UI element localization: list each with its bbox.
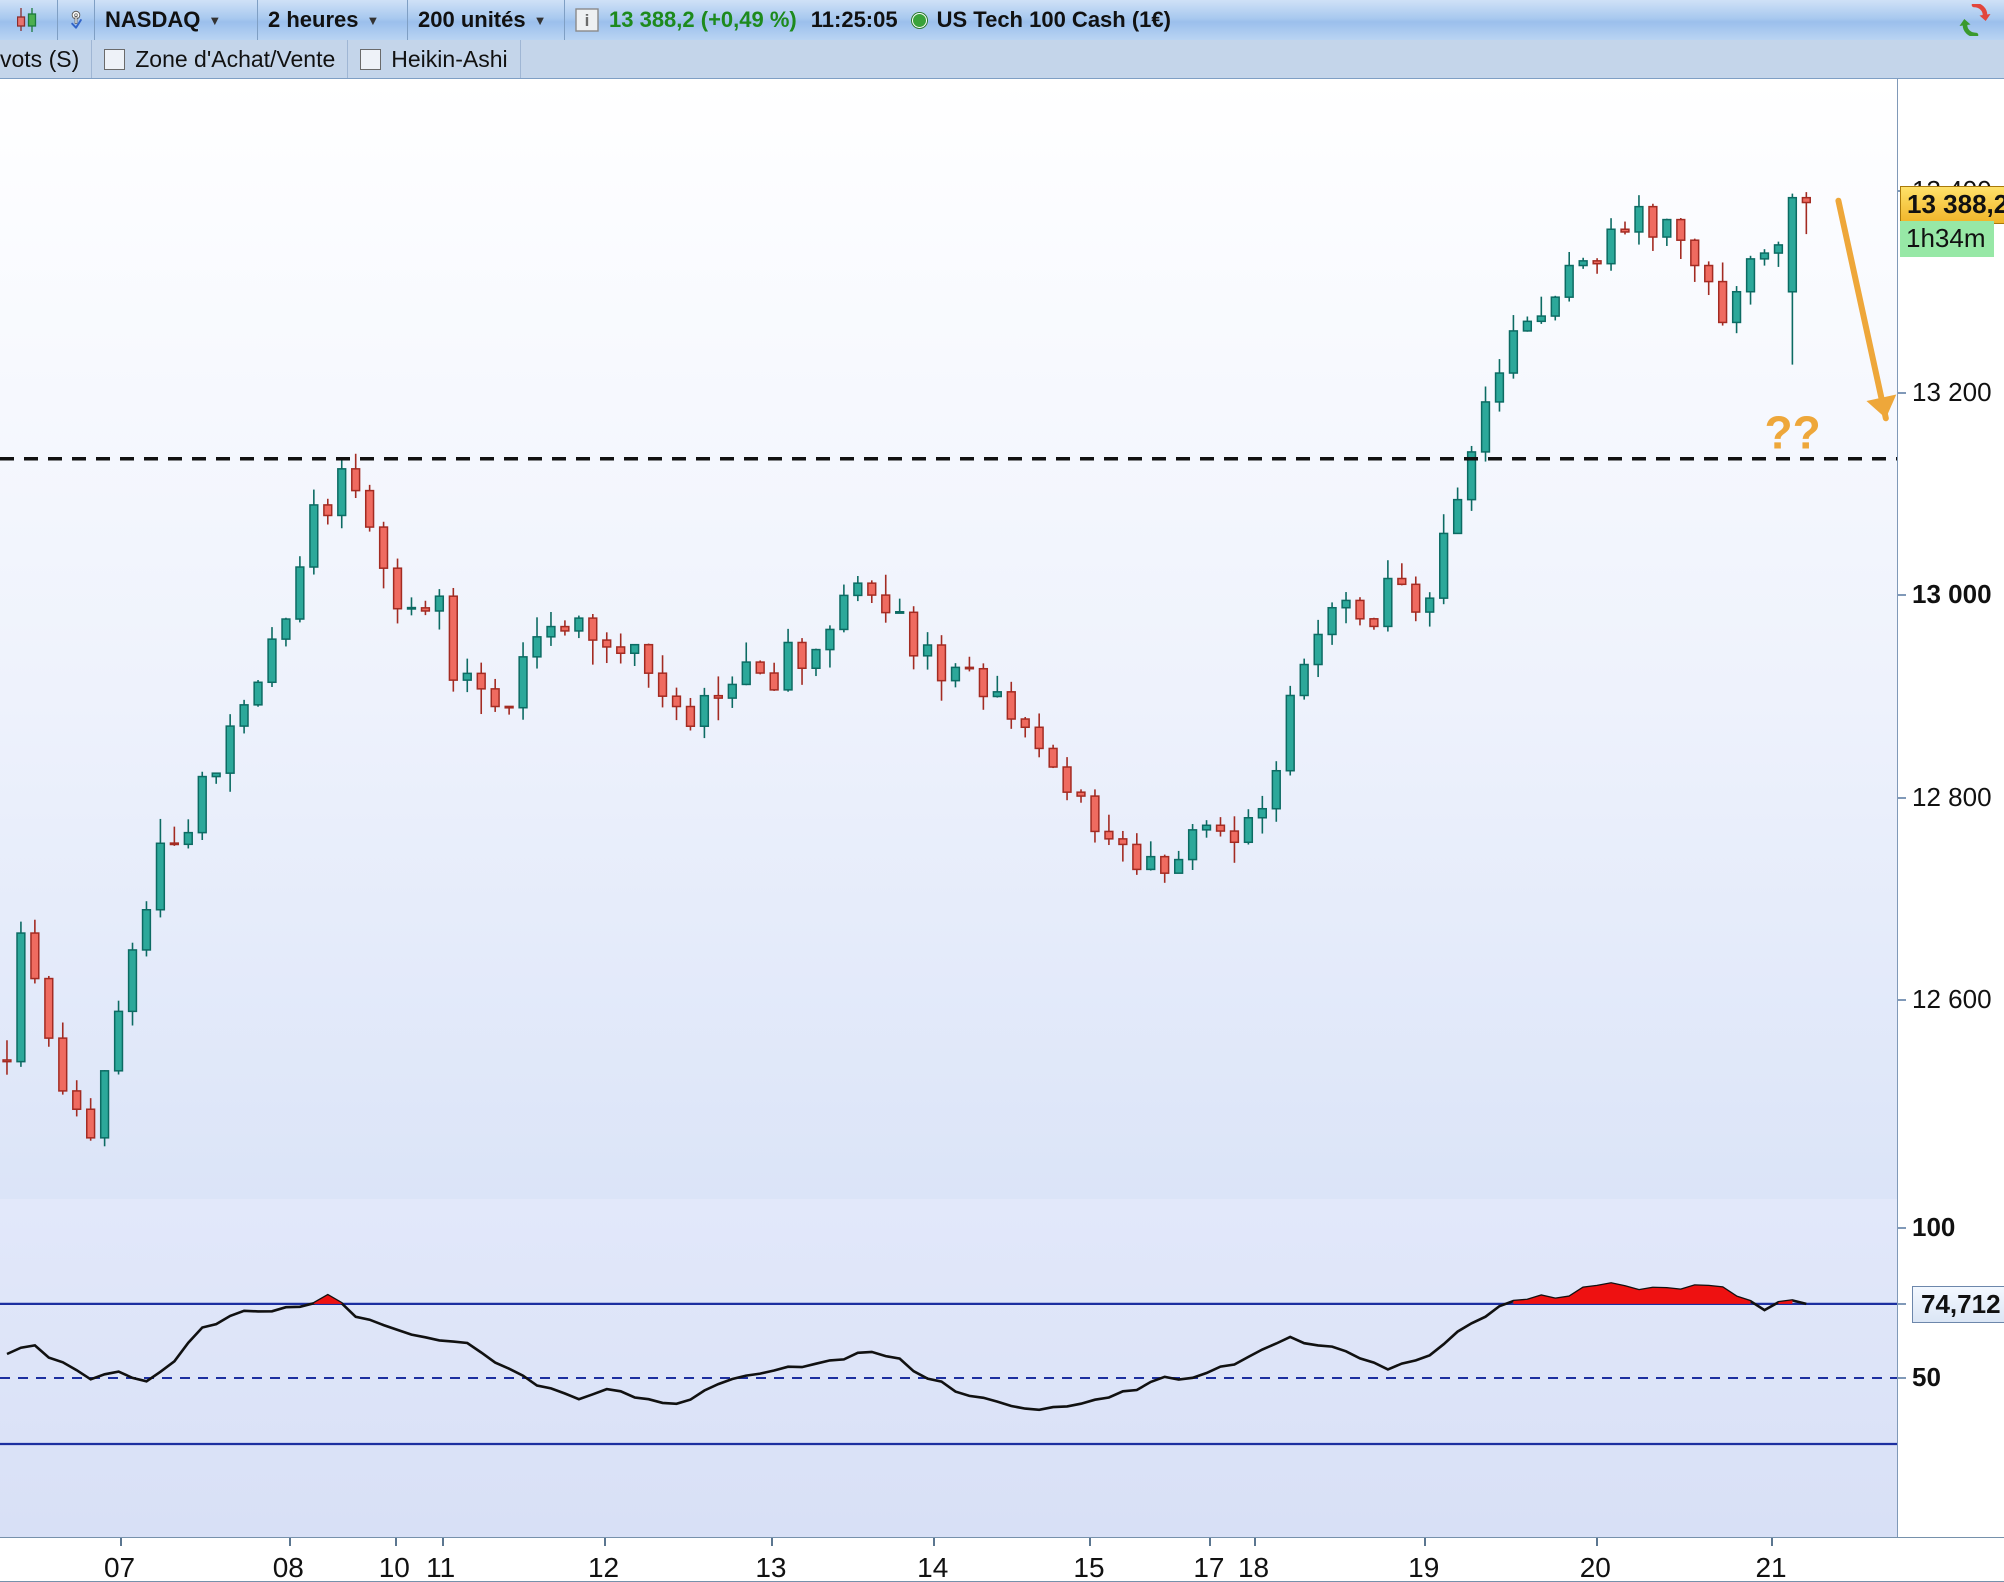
svg-text:??: ?? <box>1764 407 1820 459</box>
svg-text:i: i <box>585 11 590 30</box>
